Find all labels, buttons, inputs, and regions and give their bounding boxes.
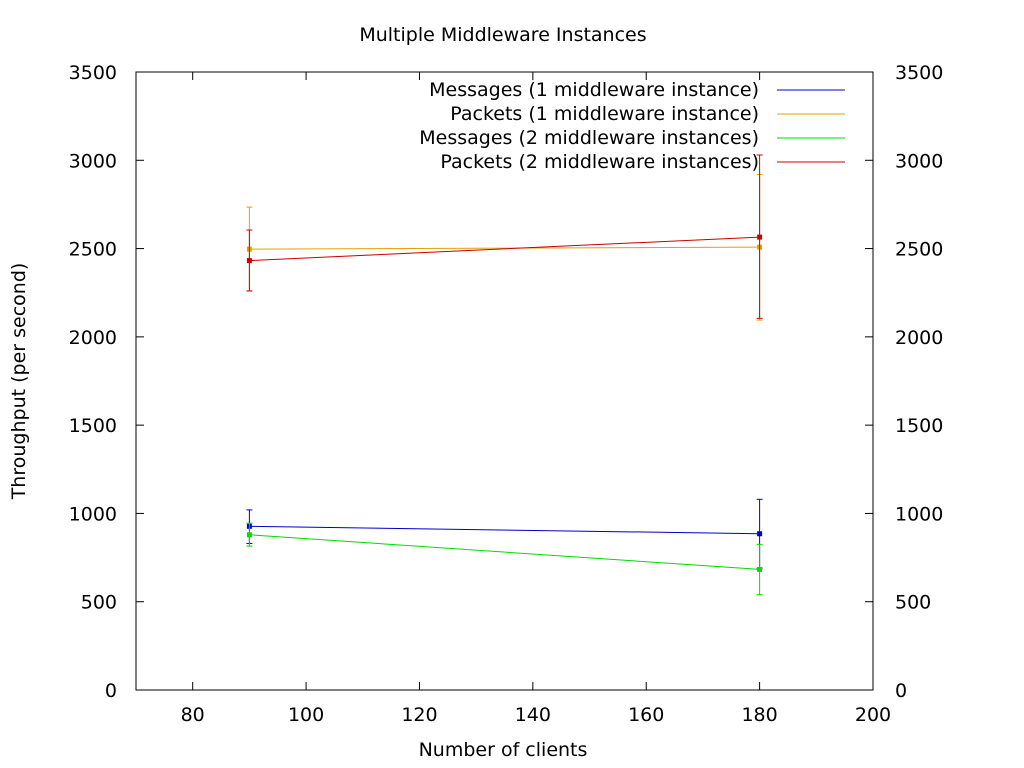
x-tick-label: 120	[401, 704, 437, 726]
x-tick-label: 180	[741, 704, 777, 726]
legend: Messages (1 middleware instance)Packets …	[419, 79, 845, 173]
series-line	[249, 246, 760, 250]
legend-label: Messages (1 middleware instance)	[429, 79, 759, 101]
series-line	[249, 534, 760, 570]
x-axis-label: Number of clients	[419, 739, 588, 761]
y2-tick-label: 0	[895, 680, 907, 702]
x-tick-label: 80	[181, 704, 205, 726]
x-tick-label: 140	[515, 704, 551, 726]
y-tick-label: 1000	[69, 503, 117, 525]
y-tick-label: 3500	[69, 62, 117, 84]
y-tick-label: 1500	[69, 415, 117, 437]
x-tick-label: 100	[288, 704, 324, 726]
y-tick-label: 2500	[69, 239, 117, 261]
data-point	[757, 531, 763, 537]
x-tick-label: 160	[628, 704, 664, 726]
series-1	[246, 173, 763, 321]
y-axis-right: 0 500 1000 1500 2000 2500 3000 3500	[865, 62, 943, 702]
y2-tick-label: 1500	[895, 415, 943, 437]
series-layer	[246, 154, 763, 596]
series-line	[249, 236, 760, 262]
plot-frame	[135, 71, 874, 691]
legend-label: Messages (2 middleware instances)	[419, 127, 759, 149]
data-point	[757, 234, 763, 240]
y2-tick-label: 3000	[895, 150, 943, 172]
series-2	[246, 522, 763, 596]
legend-label: Packets (2 middleware instances)	[440, 151, 759, 173]
series-line	[249, 525, 760, 535]
y2-tick-label: 2000	[895, 327, 943, 349]
y2-tick-label: 3500	[895, 62, 943, 84]
legend-label: Packets (1 middleware instance)	[450, 103, 759, 125]
y-tick-label: 0	[105, 680, 117, 702]
series-3	[246, 154, 763, 319]
x-tick-label: 200	[855, 704, 891, 726]
data-point	[757, 566, 763, 572]
series-0	[246, 498, 763, 569]
y-tick-label: 2000	[69, 327, 117, 349]
y-tick-label: 500	[81, 592, 117, 614]
data-point	[246, 532, 252, 538]
y2-tick-label: 2500	[895, 239, 943, 261]
y-axis-left: 0 500 1000 1500 2000 2500 3000 3500	[69, 62, 144, 702]
y2-tick-label: 1000	[895, 503, 943, 525]
y-tick-label: 3000	[69, 150, 117, 172]
data-point	[246, 258, 252, 264]
x-axis: 80 100 120 140 160 180 200	[181, 72, 891, 726]
y-axis-label: Throughput (per second)	[8, 263, 30, 501]
y2-tick-label: 500	[895, 592, 931, 614]
chart-title: Multiple Middleware Instances	[359, 24, 646, 46]
